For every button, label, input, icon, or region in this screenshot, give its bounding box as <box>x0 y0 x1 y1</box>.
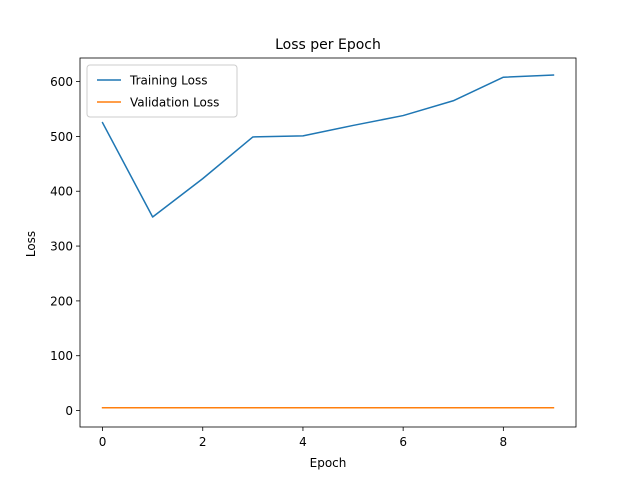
x-tick-label: 2 <box>199 435 207 449</box>
series-line-0 <box>101 74 555 218</box>
y-tick-label: 400 <box>50 185 73 199</box>
y-tick-label: 0 <box>65 404 73 418</box>
legend-box <box>86 64 238 118</box>
y-tick-label: 500 <box>50 130 73 144</box>
legend-label-1: Validation Loss <box>130 96 219 110</box>
legend: Training Loss Validation Loss <box>86 64 238 118</box>
plot-area <box>79 57 577 428</box>
chart-title: Loss per Epoch <box>275 37 381 53</box>
y-tick-label: 200 <box>50 294 73 308</box>
x-tick-label: 4 <box>299 435 307 449</box>
legend-label-0: Training Loss <box>129 74 207 88</box>
x-tick-label: 0 <box>99 435 107 449</box>
y-tick-label: 600 <box>50 75 73 89</box>
y-tick-label: 300 <box>50 240 73 254</box>
x-tick-label: 6 <box>399 435 407 449</box>
x-tick-label: 8 <box>500 435 508 449</box>
y-axis-label: Loss <box>24 231 38 257</box>
y-tick-label: 100 <box>50 349 73 363</box>
x-axis-label: Epoch <box>310 456 347 470</box>
